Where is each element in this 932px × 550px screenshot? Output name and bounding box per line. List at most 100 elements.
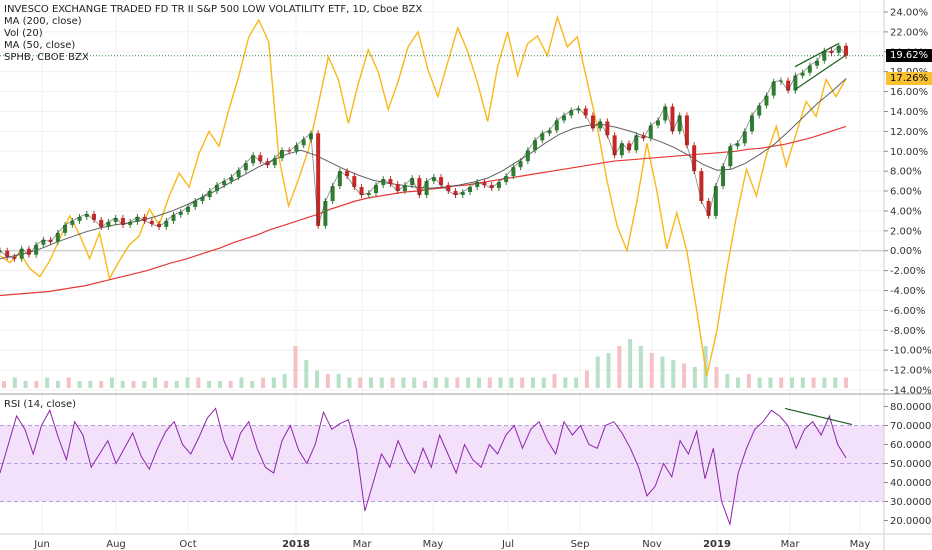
candle-body (92, 213, 96, 220)
volume-bar (595, 356, 600, 388)
volume-bar (606, 353, 611, 388)
candle-body (171, 214, 176, 221)
volume-bar (746, 374, 751, 388)
volume-bar (88, 381, 93, 388)
candle-body (26, 248, 31, 255)
volume-bar (174, 381, 179, 388)
candle-body (829, 50, 834, 53)
wedge-lower-line (794, 55, 846, 91)
y-tick-label: -6.00% (890, 306, 925, 317)
y-tick-label: -14.00% (890, 386, 932, 397)
candle-body (12, 256, 17, 259)
candle-body (323, 201, 328, 226)
candle-body (627, 143, 632, 151)
volume-bars (2, 339, 848, 388)
candle-body (236, 170, 241, 178)
volume-bar (261, 377, 266, 388)
candle-body (55, 232, 60, 242)
candle-body (157, 223, 162, 227)
candle-body (381, 179, 386, 186)
candle-body (128, 221, 133, 225)
rsi-tick-label: 50.0000 (890, 459, 931, 470)
candle-body (468, 187, 472, 193)
volume-bar (379, 377, 384, 388)
candle-body (793, 75, 798, 91)
candle-body (460, 192, 465, 196)
volume-bar (163, 381, 168, 388)
ma200-line (0, 125, 847, 297)
candle-body (352, 176, 357, 188)
candle-body (656, 120, 660, 126)
volume-bar (574, 377, 579, 388)
candle-body (489, 185, 494, 189)
price-tag-sphb: 17.26% (886, 72, 932, 86)
candle-body (366, 193, 371, 196)
volume-bar (768, 377, 773, 388)
candle-body (395, 184, 400, 192)
volume-bar (790, 377, 795, 388)
volume-bar (412, 377, 417, 388)
candle-body (786, 80, 791, 91)
legend-sphb: SPHB, CBOE BZX (4, 52, 89, 63)
y-tick-label: 10.00% (890, 147, 928, 158)
volume-bar (509, 377, 514, 388)
candle-body (800, 72, 805, 76)
volume-bar (34, 381, 39, 388)
y-tick-label: 16.00% (890, 87, 928, 98)
chart-legend: INVESCO EXCHANGE TRADED FD TR II S&P 500… (4, 4, 422, 64)
candle-body (272, 158, 277, 166)
candle-body (598, 121, 603, 129)
rsi-tick-label: 70.0000 (890, 421, 931, 432)
volume-bar (638, 346, 643, 388)
candle-body (207, 191, 212, 198)
candle-body (619, 143, 624, 156)
candle-body (511, 167, 516, 177)
volume-bar (217, 381, 222, 388)
x-tick-label: 2019 (703, 539, 731, 550)
volume-bar (563, 377, 568, 388)
volume-bar (833, 377, 838, 388)
candle-body (77, 216, 82, 221)
volume-bar (714, 367, 719, 388)
volume-bar (725, 374, 730, 388)
candle-body (677, 115, 682, 132)
candle-body (569, 110, 574, 116)
candle-body (164, 220, 169, 227)
volume-bar (811, 377, 816, 388)
volume-bar (671, 360, 676, 388)
y-tick-label: 14.00% (890, 107, 928, 118)
volume-bar (99, 381, 104, 388)
volume-bar (552, 374, 557, 388)
candle-body (612, 135, 617, 156)
candle-body (576, 108, 581, 111)
candle-body (120, 217, 125, 225)
volume-bar (120, 381, 125, 388)
candle-body (431, 177, 436, 182)
volume-bar (487, 377, 492, 388)
legend-ma50: MA (50, close) (4, 40, 76, 51)
y-tick-label: -8.00% (890, 326, 925, 337)
candle-body (265, 161, 270, 166)
candle-body (424, 181, 429, 196)
volume-bar (433, 377, 438, 388)
candle-body (84, 213, 89, 217)
candle-body (728, 146, 733, 167)
volume-bar (401, 377, 406, 388)
x-tick-label: Mar (353, 539, 373, 550)
candle-body (301, 139, 306, 146)
candle-body (251, 155, 256, 164)
x-tick-label: Jul (501, 539, 514, 550)
volume-bar (131, 381, 136, 388)
candle-body (648, 125, 653, 139)
y-tick-label: -12.00% (890, 366, 932, 377)
candle-body (605, 121, 610, 136)
candle-body (280, 150, 284, 159)
volume-bar (271, 377, 276, 388)
candle-body (453, 191, 458, 196)
candle-body (402, 185, 407, 192)
candle-body (844, 45, 848, 56)
y-tick-label: -10.00% (890, 346, 932, 357)
y-tick-label: -2.00% (890, 266, 925, 277)
rsi-tick-label: 20.0000 (890, 516, 931, 527)
